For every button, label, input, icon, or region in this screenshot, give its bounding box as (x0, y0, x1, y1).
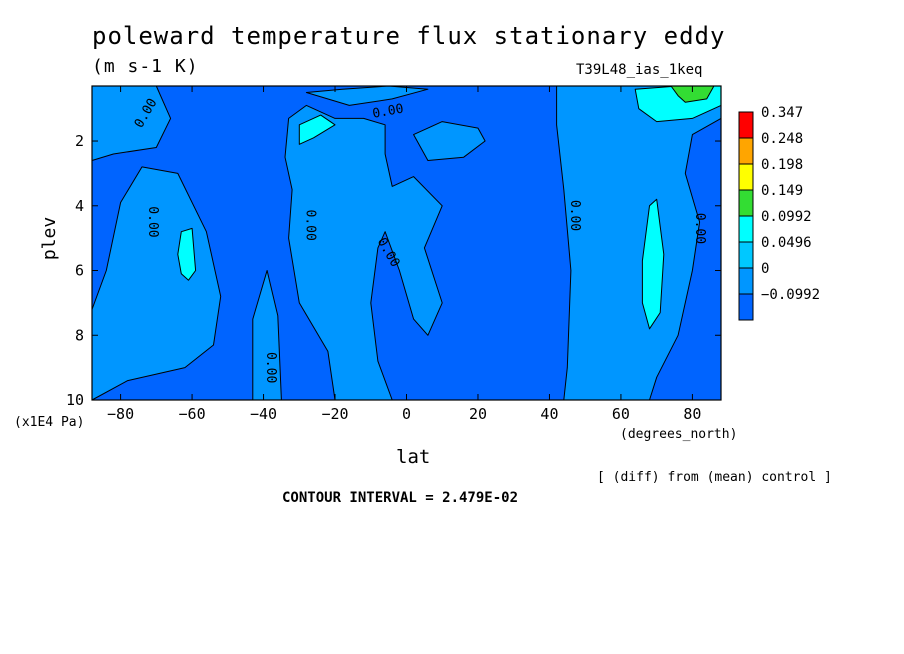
contour-label: 0.00 (302, 210, 317, 241)
diff-note: [ (diff) from (mean) control ] (597, 470, 832, 485)
x-tick-label: 80 (683, 405, 701, 423)
x-tick-label: −60 (179, 405, 206, 423)
x-tick-label: 60 (612, 405, 630, 423)
contour-region-7 (298, 114, 336, 145)
x-tick-label: 40 (540, 405, 558, 423)
colorbar-swatch (738, 163, 754, 191)
colorbar-swatch (738, 215, 754, 243)
y-tick-label: 10 (66, 391, 84, 409)
colorbar-label: 0.347 (761, 105, 803, 121)
x-tick-label: −20 (321, 405, 348, 423)
colorbar-swatch (738, 241, 754, 269)
colorbar-label: 0.149 (761, 183, 803, 199)
contour-interval: CONTOUR INTERVAL = 2.479E-02 (282, 490, 519, 506)
contour-region-6 (556, 85, 722, 401)
colorbar-swatch (738, 137, 754, 165)
contour-label: 0.00 (692, 213, 707, 244)
x-axis-label: lat (396, 446, 431, 468)
colorbar-label: 0.0992 (761, 209, 812, 225)
contour-region-5 (413, 121, 486, 161)
y-tick-label: 4 (75, 197, 84, 215)
y-tick-label: 6 (75, 262, 84, 280)
colorbar-swatch (738, 111, 754, 139)
chart-units: (m s-1 K) (92, 56, 199, 77)
colorbar-swatch (738, 267, 754, 295)
contour-region-9 (177, 227, 197, 281)
colorbar-swatch (738, 189, 754, 217)
contour-label: 0.00 (145, 206, 160, 237)
y-tick-label: 8 (75, 326, 84, 344)
x-tick-label: −40 (250, 405, 277, 423)
colorbar-label: 0.248 (761, 131, 803, 147)
colorbar-label: 0 (761, 261, 769, 277)
x-tick-label: −80 (107, 405, 134, 423)
contour-label: 0.00 (263, 352, 278, 383)
contour-region-1 (91, 166, 222, 401)
colorbar-label: −0.0992 (761, 287, 820, 303)
colorbar-label: 0.198 (761, 157, 803, 173)
chart-title: poleward temperature flux stationary edd… (92, 22, 726, 50)
run-label: T39L48_ias_1keq (576, 62, 703, 78)
y-axis-unit: (x1E4 Pa) (14, 415, 85, 430)
contour-label: 0.00 (567, 200, 582, 231)
contour-label: 0.00 (371, 102, 404, 122)
contour-region-4 (305, 85, 429, 106)
y-tick-label: 2 (75, 132, 84, 150)
contour-region-3 (284, 104, 443, 401)
x-tick-label: 0 (402, 405, 411, 423)
colorbar-label: 0.0496 (761, 235, 812, 251)
colorbar-swatch (738, 293, 754, 321)
contour-region-8 (641, 198, 665, 330)
x-axis-unit: (degrees_north) (620, 427, 738, 442)
x-tick-label: 20 (469, 405, 487, 423)
